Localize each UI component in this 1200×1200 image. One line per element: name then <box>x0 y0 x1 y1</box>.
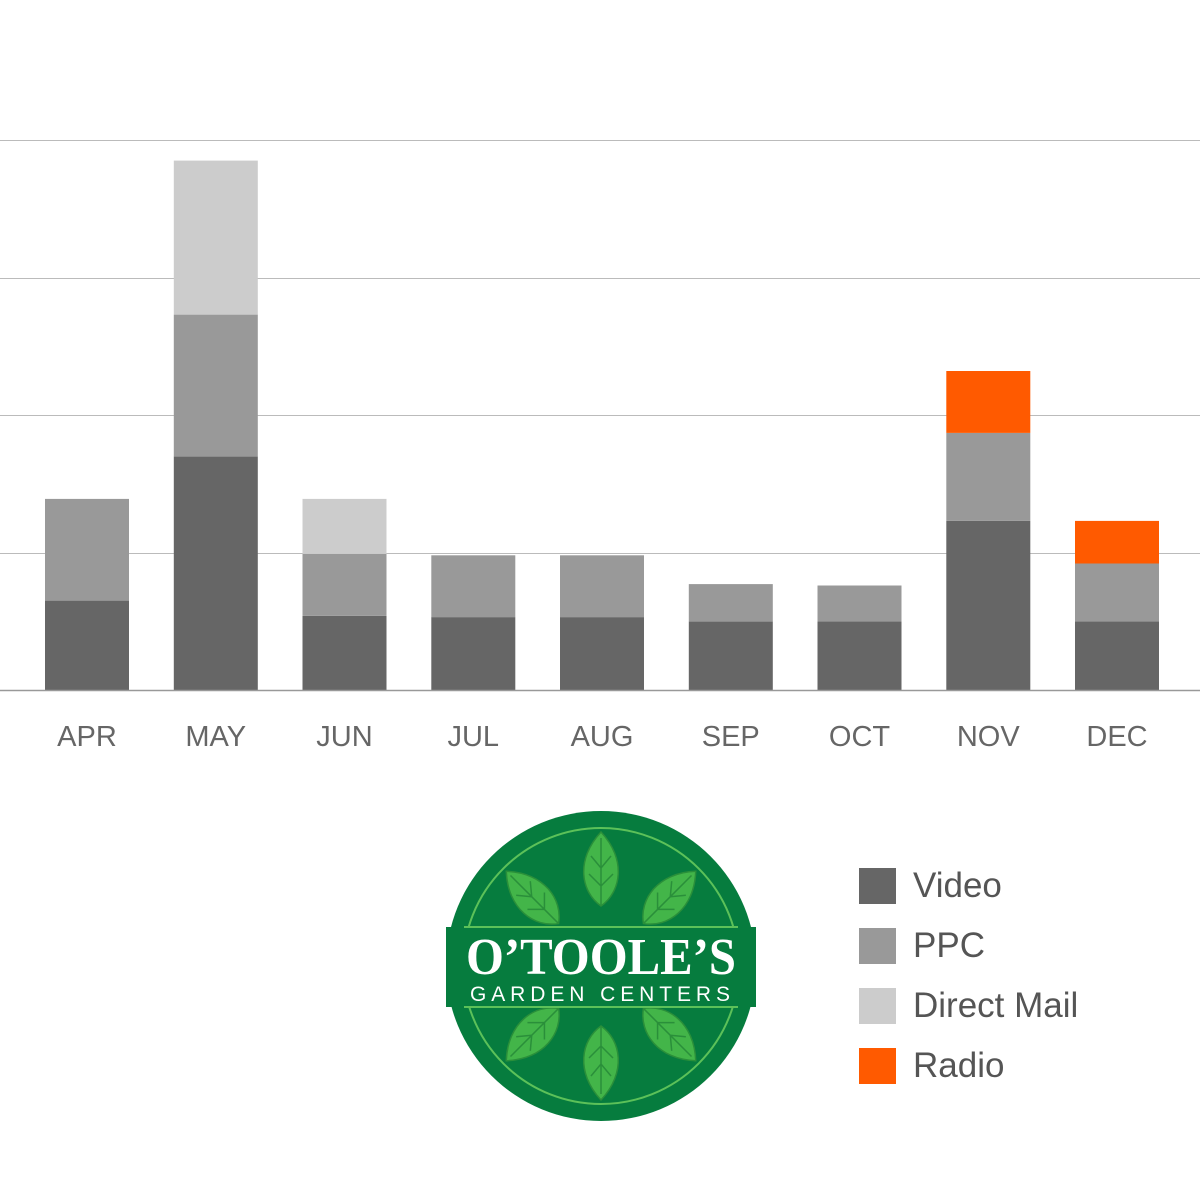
stacked-bar-chart: APR MAY JUN JUL AUG SEP OCT NOV DEC <box>0 140 1200 753</box>
x-tick-label: JUN <box>316 721 372 753</box>
legend-swatch <box>859 928 896 964</box>
bar-segment-radio <box>946 371 1031 433</box>
x-tick-label: JUL <box>447 721 499 753</box>
bars <box>45 160 1159 691</box>
x-tick-label: APR <box>57 721 117 753</box>
legend-label: PPC <box>913 926 985 965</box>
legend-swatch <box>859 988 896 1024</box>
bar-segment-ppc <box>45 498 129 601</box>
bar-segment-video <box>560 617 644 690</box>
logo-name: O’TOOLE’S <box>466 929 736 986</box>
bar-segment-direct-mail <box>173 160 258 315</box>
bar-segment-video <box>817 621 902 691</box>
x-tick-label: NOV <box>957 721 1021 753</box>
legend-item: Radio <box>859 1036 1078 1096</box>
bar-segment-ppc <box>817 585 902 622</box>
bar-segment-ppc <box>1075 563 1159 622</box>
legend-swatch <box>859 1048 896 1084</box>
bar-segment-direct-mail <box>302 498 387 554</box>
legend-swatch <box>859 868 896 904</box>
legend-label: Video <box>913 866 1002 905</box>
bar-segment-ppc <box>946 432 1031 521</box>
legend-item: PPC <box>859 916 1078 976</box>
logo-tagline: GARDEN CENTERS <box>470 983 732 1006</box>
legend-label: Direct Mail <box>913 986 1079 1025</box>
bar-segment-video <box>431 617 516 690</box>
x-tick-label: AUG <box>571 721 634 753</box>
bar-segment-ppc <box>173 314 258 457</box>
bar-segment-ppc <box>431 555 516 618</box>
bar-segment-radio <box>1075 520 1159 564</box>
bar-segment-video <box>45 600 129 690</box>
legend-item: Direct Mail <box>859 976 1078 1036</box>
bar-segment-video <box>1075 621 1159 691</box>
x-tick-label: SEP <box>702 721 760 753</box>
legend-item: Video <box>859 856 1078 916</box>
x-tick-label: DEC <box>1086 721 1147 753</box>
bar-segment-ppc <box>560 555 644 618</box>
bar-segment-ppc <box>302 553 387 616</box>
x-tick-label: MAY <box>185 721 246 753</box>
legend: Video PPC Direct Mail Radio <box>859 856 1078 1096</box>
bar-segment-video <box>173 456 258 691</box>
x-axis-tick-labels: APR MAY JUN JUL AUG SEP OCT NOV DEC <box>57 721 1147 753</box>
otooles-garden-centers-logo: O’TOOLE’S GARDEN CENTERS <box>446 811 756 1121</box>
x-tick-label: OCT <box>829 721 891 753</box>
bar-segment-ppc <box>688 584 773 622</box>
bar-segment-video <box>302 615 387 691</box>
leaf-cluster-icon <box>493 831 709 1101</box>
legend-label: Radio <box>913 1046 1005 1085</box>
bar-segment-video <box>946 520 1031 690</box>
bar-segment-video <box>688 621 773 691</box>
